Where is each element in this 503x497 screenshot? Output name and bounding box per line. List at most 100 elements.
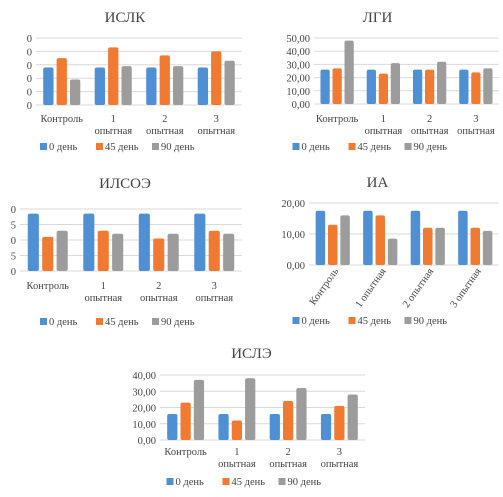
chart-title: ИСЛК bbox=[105, 10, 147, 26]
chart-lgi: ЛГИ 0,00 10,00 20,00 30,00 40,00 50,00 Контроль… bbox=[286, 10, 499, 153]
legend-label: 0 день bbox=[49, 142, 77, 153]
y-tick-label: 10,00 bbox=[132, 420, 156, 431]
bar-3-2 bbox=[387, 238, 398, 265]
category-label: опытная bbox=[195, 293, 233, 304]
bar-1-3 bbox=[410, 210, 421, 265]
legend-swatch bbox=[348, 143, 356, 150]
bar-2-4 bbox=[471, 72, 481, 104]
y-tick-label: 20,00 bbox=[286, 74, 310, 85]
chart-title: ЛГИ bbox=[363, 10, 393, 26]
bar-1-4 bbox=[320, 414, 332, 440]
y-tick-label: 20,00 bbox=[132, 404, 156, 415]
y-tick-label: 30,00 bbox=[286, 60, 310, 71]
bar-3-1 bbox=[69, 79, 81, 105]
category-label: опытная bbox=[218, 459, 256, 470]
legend-swatch bbox=[96, 318, 103, 325]
bar-1-4 bbox=[194, 213, 206, 271]
legend-swatch bbox=[404, 317, 412, 324]
legend: 0 день 45 день 90 день bbox=[292, 142, 447, 153]
y-tick-label: 0,00 bbox=[292, 100, 310, 111]
legend-label: 90 день bbox=[414, 316, 448, 327]
bar-1-3 bbox=[138, 213, 150, 271]
category-label: 3 bbox=[337, 447, 342, 458]
chart-ia: ИА 0,00 10,00 20,00 Контроль 1 опытная 2 опытн… bbox=[281, 175, 499, 327]
bar-3-1 bbox=[193, 379, 205, 440]
bar-3-3 bbox=[435, 227, 445, 265]
bar-3-4 bbox=[347, 394, 358, 440]
legend-label: 90 день bbox=[161, 317, 195, 328]
bar-3-4 bbox=[224, 60, 235, 105]
bar-2-2 bbox=[231, 420, 242, 440]
category-label: Контроль bbox=[41, 114, 84, 125]
bar-3-4 bbox=[223, 233, 235, 271]
bar-3-4 bbox=[483, 68, 493, 104]
y-tick-label: 0,00 bbox=[287, 261, 305, 272]
chart-title: ИСЛЭ bbox=[231, 346, 272, 362]
category-label: Контроль bbox=[308, 266, 341, 307]
legend-label: 90 день bbox=[288, 477, 322, 488]
bar-2-2 bbox=[378, 73, 388, 104]
bar-1-1 bbox=[167, 414, 178, 440]
y-tick-label: 0,00 bbox=[138, 436, 156, 447]
y-tick-label: 20,00 bbox=[281, 199, 305, 210]
category-label: опытная bbox=[94, 126, 132, 137]
legend-label: 90 день bbox=[161, 142, 195, 153]
category-label: 3 bbox=[214, 114, 219, 125]
category-label: 2 bbox=[427, 114, 432, 125]
y-tick-label: 30,00 bbox=[132, 387, 156, 398]
bar-1-2 bbox=[218, 414, 229, 440]
bar-3-2 bbox=[245, 378, 256, 440]
bar-1-4 bbox=[458, 210, 468, 265]
bar-2-1 bbox=[56, 58, 67, 105]
bar-3-4 bbox=[482, 230, 493, 265]
legend-label: 0 день bbox=[176, 477, 204, 488]
bar-2-4 bbox=[208, 230, 220, 271]
category-label: опытная bbox=[84, 293, 122, 304]
bar-2-3 bbox=[283, 401, 294, 440]
bar-2-1 bbox=[332, 68, 342, 104]
category-label: Контроль bbox=[316, 114, 359, 125]
bar-3-1 bbox=[340, 215, 350, 265]
bar-1-2 bbox=[366, 69, 376, 104]
category-label: опытная bbox=[411, 126, 449, 137]
bar-2-2 bbox=[375, 215, 385, 265]
legend-label: 0 день bbox=[49, 317, 77, 328]
category-label: 2 bbox=[286, 447, 291, 458]
y-tick-label: 5 bbox=[11, 252, 16, 263]
bar-1-1 bbox=[315, 210, 326, 265]
bar-3-1 bbox=[56, 230, 68, 271]
category-label: опытная bbox=[269, 459, 307, 470]
bar-1-1 bbox=[43, 67, 54, 105]
bar-1-3 bbox=[412, 69, 423, 104]
category-label: 2 опытная bbox=[401, 266, 436, 310]
legend-swatch bbox=[152, 318, 159, 325]
category-label: опытная bbox=[365, 126, 403, 137]
y-tick-label: 40,00 bbox=[132, 371, 156, 382]
legend-swatch bbox=[40, 318, 47, 325]
bar-2-3 bbox=[425, 69, 435, 104]
y-tick-label: 0 bbox=[11, 236, 16, 247]
bar-3-2 bbox=[390, 63, 401, 104]
category-label: опытная bbox=[140, 293, 178, 304]
y-tick-label: 10,00 bbox=[286, 87, 310, 98]
legend-label: 45 день bbox=[232, 477, 266, 488]
legend: 0 день 45 день 90 день bbox=[40, 317, 195, 328]
legend-swatch bbox=[292, 317, 300, 324]
category-label: 1 bbox=[234, 447, 239, 458]
category-label: 1 bbox=[111, 114, 116, 125]
legend: 0 день 45 день 90 день bbox=[40, 142, 195, 153]
y-tick-label: 0 bbox=[27, 101, 32, 112]
bar-3-3 bbox=[437, 61, 447, 104]
legend-label: 0 день bbox=[302, 142, 330, 153]
y-tick-label: 0 bbox=[27, 61, 32, 72]
bar-2-3 bbox=[159, 55, 170, 105]
category-label: 2 bbox=[156, 281, 161, 292]
category-label: опытная bbox=[146, 126, 184, 137]
category-label: опытная bbox=[197, 126, 235, 137]
legend-swatch bbox=[292, 143, 300, 150]
category-label: 1 bbox=[101, 281, 106, 292]
category-label: опытная bbox=[457, 126, 495, 137]
bar-3-3 bbox=[172, 66, 184, 105]
bar-2-1 bbox=[328, 224, 338, 265]
